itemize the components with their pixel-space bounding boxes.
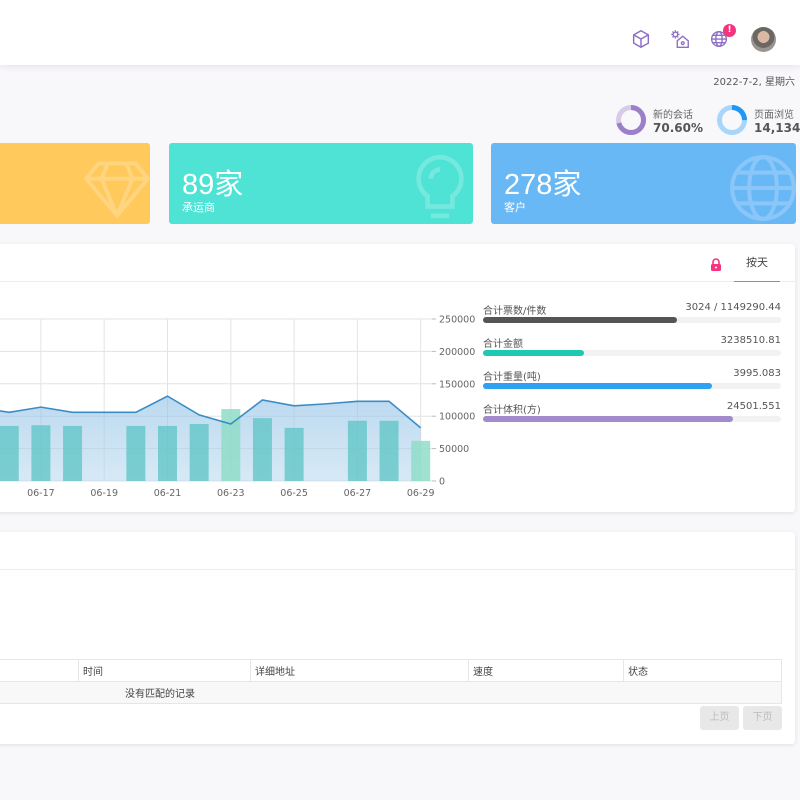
x-tick-label: 06-19 — [90, 488, 118, 499]
chart-panel-header: 按天 — [0, 244, 795, 282]
bar-06-18 — [63, 425, 83, 481]
card-label: 承运商 — [182, 201, 215, 214]
bar-06-22 — [189, 423, 209, 481]
progress-fill — [483, 383, 713, 389]
y-tick-label: 250000 — [439, 315, 475, 326]
lock-icon[interactable] — [710, 258, 722, 271]
bar-06-21 — [158, 425, 177, 481]
stat-value: 24501.551 — [726, 401, 781, 412]
y-tick-label: 50000 — [439, 444, 469, 455]
stat-label: 合计体积(方) — [483, 405, 541, 416]
y-tick-label: 0 — [439, 477, 445, 488]
x-tick-label: 06-29 — [407, 488, 435, 499]
globe-icon — [730, 155, 796, 221]
column-header[interactable] — [0, 659, 79, 682]
x-tick-label: 06-27 — [344, 488, 372, 499]
empty-message: 没有匹配的记录 — [0, 681, 782, 704]
y-tick-label: 150000 — [439, 379, 475, 390]
bar-06-28 — [379, 420, 399, 481]
progress-fill — [483, 416, 734, 422]
ministat-label: 页面浏览 — [754, 110, 794, 121]
donut-chart-icon — [717, 105, 747, 135]
prev-page-button[interactable]: 上页 — [700, 706, 739, 730]
globe-icon[interactable]: ! — [708, 24, 736, 50]
column-header-address[interactable]: 详细地址 — [250, 659, 469, 682]
x-tick-label: 06-23 — [217, 488, 245, 499]
stat-card-customers[interactable]: 278家 客户 — [491, 143, 796, 224]
bar-06-29 — [411, 440, 431, 481]
records-table: 时间 详细地址 速度 状态 没有匹配的记录 — [0, 659, 782, 704]
y-tick-label: 100000 — [439, 412, 475, 423]
stat-label: 合计金额 — [483, 339, 523, 350]
tab-by-day[interactable]: 按天 — [734, 244, 780, 282]
stat-card-orders[interactable] — [0, 143, 150, 224]
records-panel-header — [0, 532, 795, 570]
progress-track — [483, 350, 781, 356]
bar-06-24 — [252, 418, 272, 481]
bar-06-23 — [221, 409, 241, 481]
bar-06-16 — [0, 425, 19, 481]
bar-06-25 — [284, 427, 304, 481]
cube-icon[interactable] — [630, 28, 652, 50]
ministat-value: 70.60% — [653, 121, 703, 135]
x-tick-label: 06-17 — [27, 488, 55, 499]
bar-06-20 — [126, 425, 146, 481]
stat-value: 3995.083 — [733, 368, 781, 379]
card-number: 278家 — [504, 169, 582, 201]
ministat-value: 14,134 — [754, 121, 800, 135]
x-tick-label: 06-25 — [280, 488, 308, 499]
area-fill — [0, 396, 421, 481]
daily-chart: 0 50000 100000 150000 200000 250000 06-17 06-1… — [0, 315, 475, 499]
progress-track — [483, 383, 781, 389]
bar-06-17 — [31, 425, 51, 481]
ministat-label: 新的会话 — [653, 110, 693, 121]
avatar[interactable] — [751, 27, 776, 52]
next-page-button[interactable]: 下页 — [743, 706, 782, 730]
progress-fill — [483, 317, 677, 323]
stat-value: 3024 / 1149290.44 — [685, 302, 781, 313]
card-number: 89家 — [182, 169, 244, 201]
table-header-row: 时间 详细地址 速度 状态 — [0, 659, 782, 682]
line-series — [0, 395, 422, 429]
progress-track — [483, 317, 781, 323]
stat-label: 合计票数/件数 — [483, 306, 547, 317]
diamond-icon — [84, 161, 150, 218]
records-panel — [0, 532, 795, 744]
lightbulb-icon — [416, 154, 464, 219]
stat-label: 合计重量(吨) — [483, 372, 541, 383]
x-tick-label: 06-21 — [154, 488, 182, 499]
progress-track — [483, 416, 781, 422]
table-row: 没有匹配的记录 — [0, 681, 782, 704]
card-label: 客户 — [504, 201, 526, 214]
bar-06-27 — [347, 420, 367, 481]
column-header-time[interactable]: 时间 — [78, 659, 251, 682]
progress-fill — [483, 350, 585, 356]
y-tick-label: 200000 — [439, 347, 475, 358]
top-bar: ! — [0, 0, 800, 65]
stat-value: 3238510.81 — [720, 335, 781, 346]
donut-chart-icon — [616, 105, 646, 135]
stat-card-carriers[interactable]: 89家 承运商 — [169, 143, 473, 224]
current-date: 2022-7-2, 星期六 — [713, 77, 795, 88]
column-header-status[interactable]: 状态 — [623, 659, 782, 682]
notification-badge: ! — [723, 24, 736, 37]
settings-home-icon[interactable] — [669, 28, 691, 50]
column-header-speed[interactable]: 速度 — [468, 659, 624, 682]
